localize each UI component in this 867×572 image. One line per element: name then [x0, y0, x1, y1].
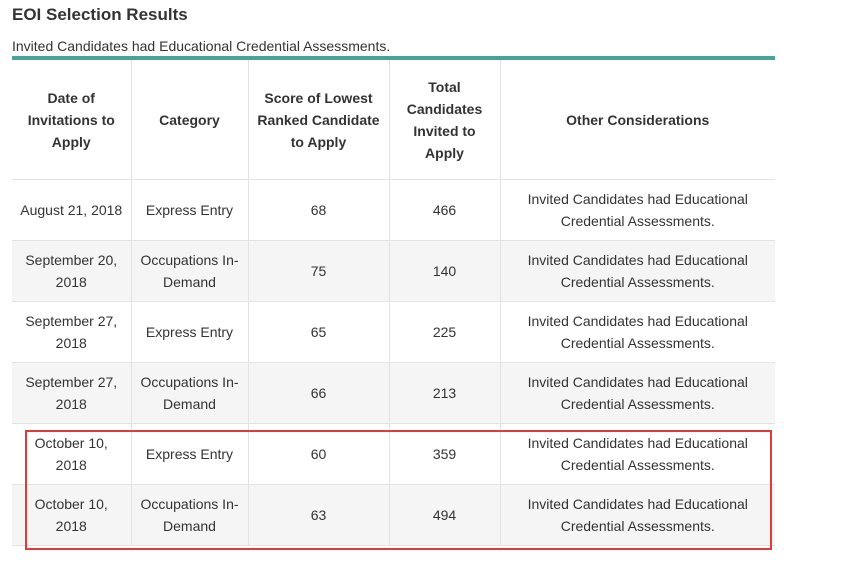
cell-score: 63: [248, 484, 390, 546]
cell-category: Occupations In-Demand: [131, 362, 249, 424]
header-total: Total Candidates Invited to Apply: [389, 60, 501, 180]
cell-date: October 10, 2018: [12, 484, 132, 546]
cell-category: Express Entry: [131, 423, 249, 485]
table-row: August 21, 2018 Express Entry 68 466 Inv…: [12, 179, 775, 241]
cell-other: Invited Candidates had Educational Crede…: [500, 484, 775, 546]
cell-other: Invited Candidates had Educational Crede…: [500, 423, 775, 485]
results-table-container: Date of Invitations to Apply Category Sc…: [12, 56, 775, 546]
cell-score: 68: [248, 179, 390, 241]
cell-category: Express Entry: [131, 179, 249, 241]
cell-score: 75: [248, 240, 390, 302]
cell-other: Invited Candidates had Educational Crede…: [500, 179, 775, 241]
cell-total: 140: [389, 240, 501, 302]
cell-total: 494: [389, 484, 501, 546]
cell-category: Occupations In-Demand: [131, 240, 249, 302]
header-score: Score of Lowest Ranked Candidate to Appl…: [248, 60, 390, 180]
page-subtitle: Invited Candidates had Educational Crede…: [12, 38, 391, 54]
page-title: EOI Selection Results: [12, 5, 188, 24]
header-date: Date of Invitations to Apply: [12, 60, 132, 180]
header-other: Other Considerations: [500, 60, 775, 180]
table-header: Date of Invitations to Apply Category Sc…: [12, 60, 775, 180]
table-body: August 21, 2018 Express Entry 68 466 Inv…: [12, 179, 775, 546]
cell-score: 65: [248, 301, 390, 363]
cell-other: Invited Candidates had Educational Crede…: [500, 240, 775, 302]
cell-other: Invited Candidates had Educational Crede…: [500, 362, 775, 424]
cell-total: 225: [389, 301, 501, 363]
results-table: Date of Invitations to Apply Category Sc…: [12, 60, 775, 546]
cell-date: September 27, 2018: [12, 301, 132, 363]
cell-date: October 10, 2018: [12, 423, 132, 485]
table-row: October 10, 2018 Occupations In-Demand 6…: [12, 484, 775, 546]
cell-date: September 27, 2018: [12, 362, 132, 424]
cell-category: Occupations In-Demand: [131, 484, 249, 546]
cell-date: August 21, 2018: [12, 179, 132, 241]
cell-total: 466: [389, 179, 501, 241]
cell-date: September 20, 2018: [12, 240, 132, 302]
table-row: September 20, 2018 Occupations In-Demand…: [12, 240, 775, 302]
cell-other: Invited Candidates had Educational Crede…: [500, 301, 775, 363]
cell-score: 60: [248, 423, 390, 485]
header-category: Category: [131, 60, 249, 180]
table-row: September 27, 2018 Express Entry 65 225 …: [12, 301, 775, 363]
cell-category: Express Entry: [131, 301, 249, 363]
table-row: September 27, 2018 Occupations In-Demand…: [12, 362, 775, 424]
cell-total: 359: [389, 423, 501, 485]
cell-total: 213: [389, 362, 501, 424]
header-row: Date of Invitations to Apply Category Sc…: [12, 60, 775, 180]
cell-score: 66: [248, 362, 390, 424]
table-row: October 10, 2018 Express Entry 60 359 In…: [12, 423, 775, 485]
